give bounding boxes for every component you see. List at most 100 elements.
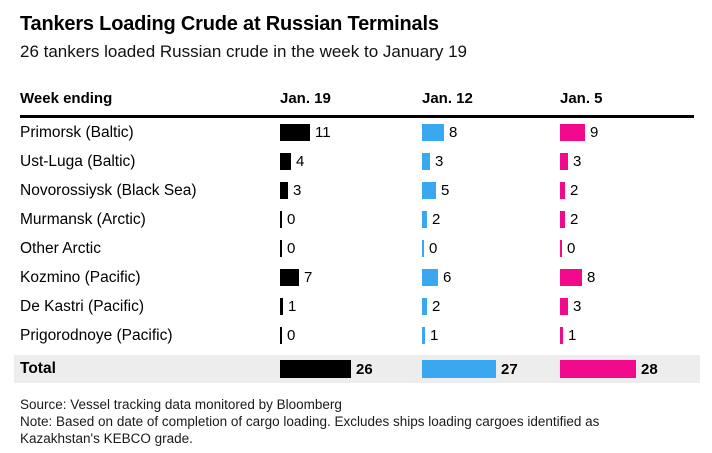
bar-cell: 3 [560,298,694,315]
bar [280,269,299,286]
bar-value: 3 [293,182,302,199]
bar-cell: 0 [280,240,422,257]
bar-cell: 2 [422,298,560,315]
bar [280,182,288,199]
bar [280,327,282,344]
bar-value: 2 [432,211,441,228]
bar [280,240,282,257]
bar-value: 2 [570,211,579,228]
bar-value: 9 [590,124,599,141]
bar-value: 0 [429,240,438,257]
bar-cell: 1 [280,298,422,315]
bar [560,182,565,199]
chart-subtitle: 26 tankers loaded Russian crude in the w… [20,42,467,61]
bar-cell: 8 [422,124,560,141]
bar-cell: 8 [560,269,694,286]
bar [560,124,585,141]
column-header-jan-5: Jan. 5 [560,90,603,107]
bar-cell: 6 [422,269,560,286]
column-header-jan-12: Jan. 12 [422,90,473,107]
bar-cell: 4 [280,153,422,170]
table-header-row: Week ending Jan. 19 Jan. 12 Jan. 5 [20,90,694,118]
bar-value: 3 [573,153,582,170]
row-label: Primorsk (Baltic) [20,123,134,141]
bar [560,240,562,257]
row-label: Novorossiysk (Black Sea) [20,181,197,199]
row-label: De Kastri (Pacific) [20,297,145,315]
bar-value: 3 [435,153,444,170]
bar-value: 2 [432,298,441,315]
row-label: Prigorodnoye (Pacific) [20,326,173,344]
total-value: 28 [641,360,658,378]
chart-footer: Source: Vessel tracking data monitored b… [20,396,662,447]
bar [280,298,283,315]
total-value: 27 [501,360,518,378]
bar-cell: 2 [560,182,694,199]
column-header-jan-19: Jan. 19 [280,90,331,107]
bar-value: 0 [567,240,576,257]
bar-cell: 3 [280,182,422,199]
bar-cell: 3 [560,153,694,170]
bar-value: 8 [587,269,596,286]
bar-value: 1 [288,298,297,315]
bar [422,211,427,228]
bar [560,269,582,286]
bar [560,211,565,228]
table-body: Primorsk (Baltic) 11 8 9 Ust-Luga (Baltic) 4 3… [20,118,694,350]
table-row: Primorsk (Baltic) 11 8 9 [20,118,694,147]
bar [422,124,444,141]
total-label: Total [20,360,56,377]
bar-value: 4 [296,153,305,170]
bar-value: 0 [287,211,296,228]
bar-cell: 1 [422,327,560,344]
bar [280,211,282,228]
table-row: Ust-Luga (Baltic) 4 3 3 [20,147,694,176]
table-row: Kozmino (Pacific) 7 6 8 [20,263,694,292]
bar-cell: 27 [422,360,560,378]
row-label: Murmansk (Arctic) [20,210,146,228]
bar [422,153,430,170]
table-row: Novorossiysk (Black Sea) 3 5 2 [20,176,694,205]
row-label: Other Arctic [20,239,101,257]
table-row: Murmansk (Arctic) 0 2 2 [20,205,694,234]
table-row: Other Arctic 0 0 0 [20,234,694,263]
row-label: Ust-Luga (Baltic) [20,152,136,170]
bar [422,269,438,286]
total-value: 26 [356,360,373,378]
bar-cell: 0 [560,240,694,257]
table-row: Prigorodnoye (Pacific) 0 1 1 [20,321,694,350]
bar-value: 0 [287,327,296,344]
week-ending-header: Week ending [20,90,113,107]
bar-value: 3 [573,298,582,315]
bar [560,327,563,344]
total-bar [560,360,636,378]
bar-cell: 7 [280,269,422,286]
bar-cell: 0 [422,240,560,257]
bar-value: 11 [315,124,331,141]
table-row: De Kastri (Pacific) 1 2 3 [20,292,694,321]
bar-value: 1 [568,327,577,344]
row-label: Kozmino (Pacific) [20,268,141,286]
bar-value: 2 [570,182,579,199]
bar-value: 1 [430,327,439,344]
bar-cell: 9 [560,124,694,141]
bar-cell: 3 [422,153,560,170]
chart-title: Tankers Loading Crude at Russian Termina… [20,13,439,35]
bar-value: 0 [287,240,296,257]
bar-value: 8 [449,124,458,141]
total-bar [280,360,351,378]
bar [422,327,425,344]
bar-value: 6 [443,269,452,286]
bar [560,153,568,170]
total-row: Total 26 27 28 [14,355,700,383]
bar-cell: 2 [560,211,694,228]
bar [560,298,568,315]
bar-cell: 0 [280,211,422,228]
bar-value: 5 [441,182,450,199]
bar-value: 7 [304,269,313,286]
bar-cell: 11 [280,124,422,141]
bar-cell: 26 [280,360,422,378]
source-note: Source: Vessel tracking data monitored b… [20,397,342,412]
bar-cell: 5 [422,182,560,199]
bar-cell: 1 [560,327,694,344]
